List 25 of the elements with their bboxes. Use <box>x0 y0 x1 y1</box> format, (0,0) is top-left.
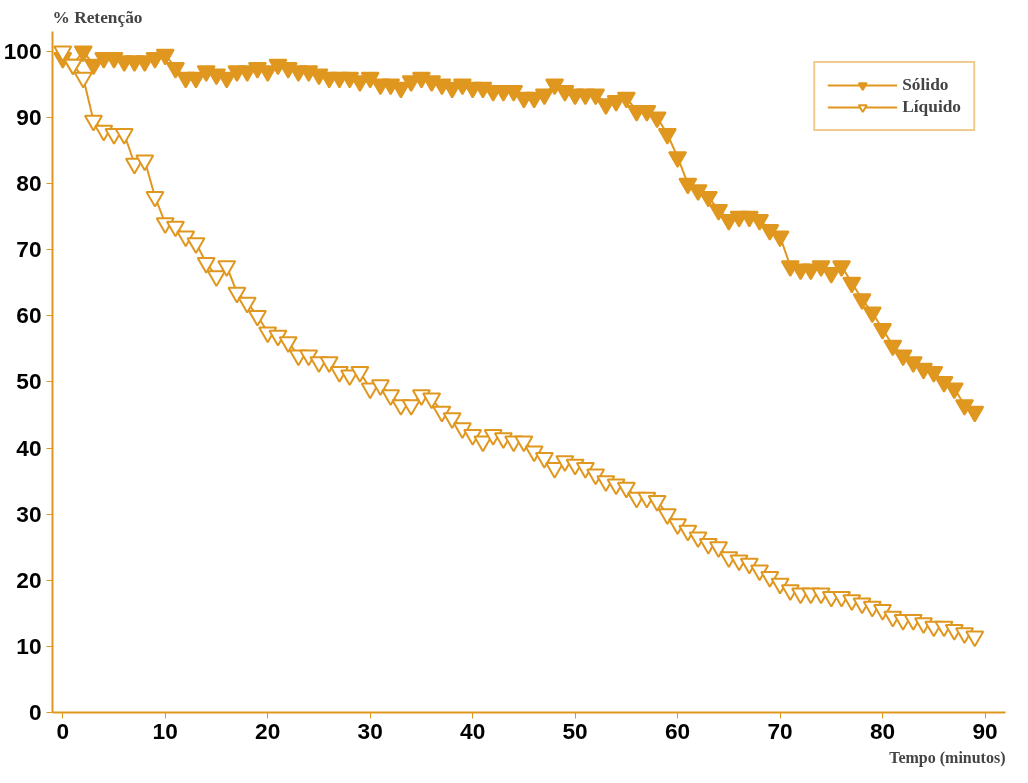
x-axis-title: Tempo (minutos) <box>889 748 1006 767</box>
y-tick-label: 0 <box>28 699 42 725</box>
legend-label: Líquido <box>902 97 961 117</box>
y-tick-label: 100 <box>3 37 42 64</box>
x-tick-label: 90 <box>972 717 998 744</box>
y-tick-label: 10 <box>16 632 42 659</box>
y-tick-label: 70 <box>16 236 42 263</box>
legend-label: Sólido <box>902 75 949 95</box>
x-tick-label: 80 <box>869 717 896 744</box>
y-axis-title: % Retenção <box>52 7 143 27</box>
y-tick-label: 30 <box>16 500 42 527</box>
y-tick-label: 40 <box>16 434 42 461</box>
x-tick-label: 30 <box>357 717 383 744</box>
x-tick-label: 40 <box>460 717 486 744</box>
y-tick-label: 80 <box>16 170 42 197</box>
y-tick-label: 20 <box>16 566 42 593</box>
x-tick-label: 10 <box>152 717 178 744</box>
x-tick-label: 60 <box>664 717 691 744</box>
x-tick-label: 20 <box>255 717 281 744</box>
x-tick-label: 0 <box>56 717 70 744</box>
x-tick-label: 70 <box>767 717 793 744</box>
y-tick-label: 60 <box>16 302 42 329</box>
y-tick-label: 90 <box>16 103 42 130</box>
x-tick-label: 50 <box>562 717 588 744</box>
y-tick-label: 50 <box>16 368 42 395</box>
